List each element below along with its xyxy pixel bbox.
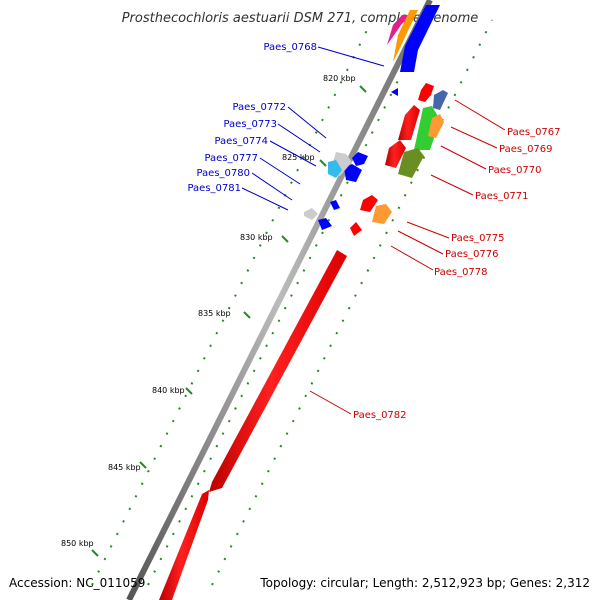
leader-Paes_0776: [397, 230, 444, 255]
gene-label-right[interactable]: Paes_0778: [434, 267, 488, 278]
gene-blue-small[interactable]: [391, 88, 398, 96]
gene-label-right[interactable]: Paes_0771: [475, 191, 529, 202]
leader-Paes_0772: [287, 106, 327, 139]
leader-Paes_0782: [309, 390, 352, 415]
gene-label-right[interactable]: Paes_0782: [353, 410, 407, 421]
map-title: Prosthecochloris aestuarii DSM 271, comp…: [122, 11, 479, 26]
leader-Paes_0771: [430, 174, 474, 196]
leader-Paes_0780: [251, 172, 293, 201]
gene-Paes_0781[interactable]: [318, 218, 332, 230]
gene-label-left[interactable]: Paes_0768: [263, 42, 317, 53]
gene-label-right[interactable]: Paes_0767: [507, 127, 561, 138]
leader-Paes_0769: [450, 126, 498, 149]
gene-Paes_0767[interactable]: [418, 83, 434, 102]
tick-mark: [281, 235, 289, 243]
gene-label-right[interactable]: Paes_0769: [499, 144, 553, 155]
gene-label-left[interactable]: Paes_0772: [232, 102, 286, 113]
gene-Paes_0773[interactable]: [344, 164, 362, 182]
gene-Paes_0772[interactable]: [352, 152, 368, 166]
gene-Paes_0770[interactable]: [414, 106, 440, 150]
gc-dots-left: [147, 19, 429, 586]
tick-label: 845 kbp: [108, 463, 141, 472]
gene-label-right[interactable]: Paes_0776: [445, 249, 499, 260]
gene-Paes_0769[interactable]: [433, 90, 448, 110]
gene-label-right[interactable]: Paes_0775: [451, 233, 505, 244]
leader-Paes_0768: [317, 46, 385, 67]
gene-Paes_0782[interactable]: [209, 250, 347, 492]
gene-red-b[interactable]: [385, 140, 406, 168]
gene-orange[interactable]: [428, 114, 444, 138]
leader-Paes_0781: [241, 187, 289, 211]
label-leaders: [241, 46, 506, 415]
tick-mark: [243, 311, 251, 319]
gene-Paes_0782b[interactable]: [159, 490, 209, 600]
gene-Paes_0778[interactable]: [350, 222, 362, 236]
tick-label: 850 kbp: [61, 539, 94, 548]
leader-Paes_0775: [406, 221, 450, 239]
tick-mark: [91, 549, 99, 557]
reverse-strand-genes: [304, 88, 398, 230]
leader-Paes_0767: [454, 99, 506, 131]
tick-mark: [319, 159, 327, 167]
gene-label-left[interactable]: Paes_0777: [204, 153, 258, 164]
leader-Paes_0777: [259, 157, 301, 185]
leader-Paes_0774: [269, 140, 317, 167]
accession-label: Accession: NC_011059: [9, 576, 146, 590]
topology-label: Topology: circular; Length: 2,512,923 bp…: [260, 576, 590, 590]
gene-label-left[interactable]: Paes_0774: [214, 136, 268, 147]
gene-Paes_0776[interactable]: [372, 204, 392, 224]
leader-Paes_0773: [277, 123, 321, 153]
gene-Paes_0766b[interactable]: [393, 10, 418, 62]
gene-label-right[interactable]: Paes_0770: [488, 165, 542, 176]
leader-Paes_0778: [390, 245, 434, 271]
leader-Paes_0770: [440, 145, 487, 170]
tick-label: 825 kbp: [282, 153, 315, 162]
gene-Paes_0768[interactable]: [400, 5, 440, 72]
gene-Paes_0780[interactable]: [304, 208, 318, 220]
tick-mark: [139, 461, 147, 469]
gene-Paes_0774[interactable]: [328, 160, 342, 178]
gene-Paes_0771[interactable]: [398, 148, 424, 178]
tick-mark: [359, 85, 367, 93]
forward-strand-genes: [159, 5, 448, 600]
gene-Paes_0766[interactable]: [387, 15, 410, 45]
tick-marks: [91, 85, 367, 557]
tick-label: 840 kbp: [152, 386, 185, 395]
tick-mark: [185, 387, 193, 395]
gene-red-a[interactable]: [398, 105, 420, 140]
gene-label-left[interactable]: Paes_0780: [196, 168, 250, 179]
genome-backbone: [126, 0, 433, 600]
tick-label: 820 kbp: [323, 74, 356, 83]
gene-Paes_0777[interactable]: [330, 200, 340, 210]
gc-track: [91, 19, 493, 586]
gene-label-left[interactable]: Paes_0781: [187, 183, 241, 194]
gene-label-left[interactable]: Paes_0773: [223, 119, 277, 130]
gene-Paes_0775[interactable]: [360, 195, 378, 212]
tick-label: 835 kbp: [198, 309, 231, 318]
tick-label: 830 kbp: [240, 233, 273, 242]
